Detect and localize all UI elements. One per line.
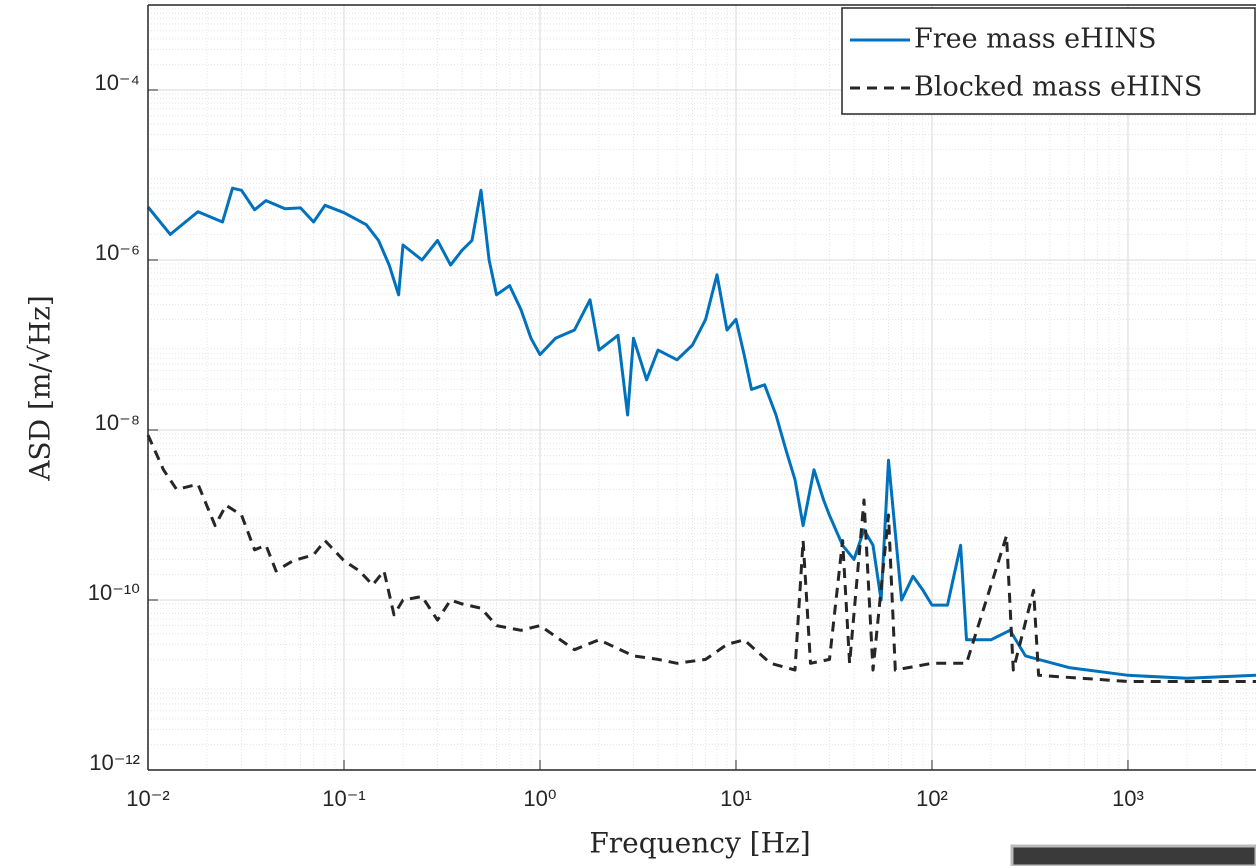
- x-tick-label: 10⁻¹: [322, 786, 365, 811]
- y-tick-label: 10⁻¹²: [89, 750, 140, 775]
- grid: [147, 5, 1256, 771]
- legend-label: Free mass eHINS: [914, 24, 1157, 55]
- data-line: [146, 186, 1256, 680]
- legend-label: Blocked mass eHINS: [914, 72, 1202, 103]
- x-tick-label: 10⁻²: [126, 786, 169, 811]
- x-tick-label: 10¹: [720, 786, 752, 811]
- y-axis-label: ASD [m/√Hz]: [24, 295, 57, 482]
- y-tick-label: 10⁻⁶: [95, 240, 140, 265]
- x-tick-label: 10³: [1112, 786, 1144, 811]
- x-axis-label: Frequency [Hz]: [589, 827, 810, 860]
- legend-box: [841, 7, 1256, 115]
- data-line: [146, 434, 1256, 683]
- x-tick-label: 10²: [916, 786, 948, 811]
- inset-photo: [1010, 844, 1256, 866]
- y-tick-label: 10⁻⁸: [95, 410, 140, 435]
- y-tick-label: 10⁻¹⁰: [88, 580, 140, 605]
- x-tick-label: 10⁰: [523, 786, 556, 811]
- plot-lines: [146, 186, 1256, 683]
- y-tick-label: 10⁻⁴: [94, 70, 140, 95]
